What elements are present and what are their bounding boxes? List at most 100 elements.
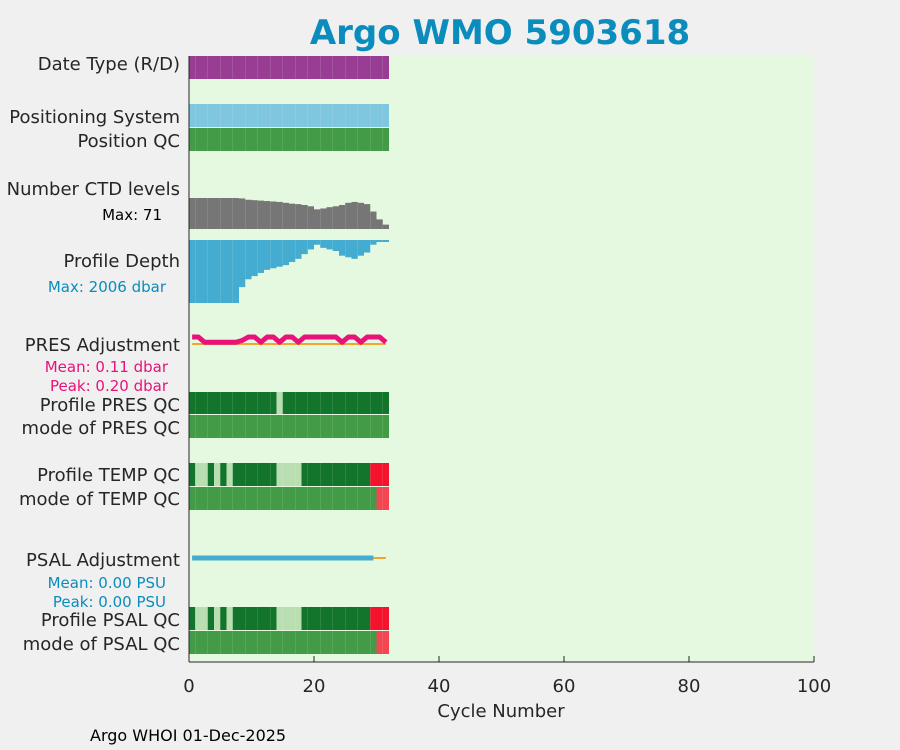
mode-psal-qc-bar [314, 631, 321, 654]
position-qc-bar [376, 128, 383, 151]
mode-psal-qc-bar [351, 631, 358, 654]
mode-pres-qc-bar [257, 415, 264, 438]
mode-pres-qc-bar [276, 415, 283, 438]
profile-psal-qc-bar [320, 607, 327, 630]
annotation-pres-peak: Peak: 0.20 dbar [50, 377, 169, 395]
mode-pres-qc-bar [326, 415, 333, 438]
date-type-bar [201, 56, 208, 79]
date-type-bar [345, 56, 352, 79]
profile-psal-qc-bar [307, 607, 314, 630]
label-mode-pres-qc: mode of PRES QC [22, 418, 180, 439]
mode-psal-qc-bar [307, 631, 314, 654]
positioning-system-bar [351, 104, 358, 127]
profile-pres-qc-bar [339, 392, 346, 414]
mode-psal-qc-bar [251, 631, 258, 654]
date-type-bar [382, 56, 389, 79]
mode-temp-qc-bar [307, 487, 314, 510]
profile-pres-qc-bar [332, 392, 339, 414]
label-profile-pres-qc: Profile PRES QC [40, 395, 180, 416]
profile-temp-qc-bar [307, 463, 314, 486]
mode-psal-qc-bar [382, 631, 389, 654]
profile-temp-qc-bar [220, 463, 227, 486]
ctd-levels-bar [195, 198, 202, 229]
mode-pres-qc-bar [226, 415, 233, 438]
position-qc-bar [345, 128, 352, 151]
profile-depth-bar [382, 240, 389, 242]
profile-temp-qc-bar [339, 463, 346, 486]
mode-pres-qc-bar [189, 415, 196, 438]
ctd-levels-bar [257, 200, 264, 229]
profile-pres-qc-bar [220, 392, 227, 414]
date-type-bar [370, 56, 377, 79]
positioning-system-bar [226, 104, 233, 127]
profile-temp-qc-bar [207, 463, 214, 486]
profile-psal-qc-bar [295, 607, 302, 630]
positioning-system-bar [201, 104, 208, 127]
profile-depth-bar [339, 240, 346, 256]
position-qc-bar [195, 128, 202, 151]
mode-temp-qc-bar [295, 487, 302, 510]
x-tick-label: 80 [678, 676, 701, 697]
mode-pres-qc-bar [320, 415, 327, 438]
mode-temp-qc-bar [226, 487, 233, 510]
profile-psal-qc-bar [207, 607, 214, 630]
mode-psal-qc-bar [301, 631, 308, 654]
ctd-levels-bar [339, 204, 346, 229]
profile-psal-qc-bar [189, 607, 196, 630]
date-type-bar [295, 56, 302, 79]
profile-psal-qc-bar [232, 607, 239, 630]
positioning-system-bar [382, 104, 389, 127]
profile-depth-bar [264, 240, 271, 270]
mode-temp-qc-bar [239, 487, 246, 510]
date-type-bar [245, 56, 252, 79]
date-type-bar [289, 56, 296, 79]
mode-psal-qc-bar [295, 631, 302, 654]
profile-psal-qc-bar [326, 607, 333, 630]
label-psal-adjustment: PSAL Adjustment [26, 550, 180, 571]
profile-temp-qc-bar [320, 463, 327, 486]
mode-pres-qc-bar [201, 415, 208, 438]
mode-temp-qc-bar [201, 487, 208, 510]
plot-area [189, 56, 814, 662]
profile-depth-bar [245, 240, 252, 280]
ctd-levels-bar [382, 224, 389, 229]
position-qc-bar [226, 128, 233, 151]
label-mode-temp-qc: mode of TEMP QC [19, 489, 180, 510]
profile-psal-qc-bar [226, 607, 233, 630]
mode-pres-qc-bar [351, 415, 358, 438]
profile-psal-qc-bar [370, 607, 377, 630]
profile-temp-qc-bar [239, 463, 246, 486]
profile-depth-bar [207, 240, 214, 303]
mode-temp-qc-bar [245, 487, 252, 510]
mode-psal-qc-bar [289, 631, 296, 654]
position-qc-bar [339, 128, 346, 151]
profile-psal-qc-bar [276, 607, 283, 630]
position-qc-bar [245, 128, 252, 151]
date-type-bar [351, 56, 358, 79]
profile-pres-qc-bar [370, 392, 377, 414]
mode-psal-qc-bar [370, 631, 377, 654]
positioning-system-bar [376, 104, 383, 127]
position-qc-bar [301, 128, 308, 151]
profile-temp-qc-bar [214, 463, 221, 486]
mode-temp-qc-bar [195, 487, 202, 510]
position-qc-bar [232, 128, 239, 151]
mode-temp-qc-bar [251, 487, 258, 510]
profile-depth-bar [314, 240, 321, 245]
annotation-ctd-max: Max: 71 [102, 206, 162, 224]
ctd-levels-bar [351, 201, 358, 229]
position-qc-bar [276, 128, 283, 151]
profile-depth-bar [364, 240, 371, 253]
annotation-psal-peak: Peak: 0.00 PSU [53, 593, 166, 611]
date-type-bar [239, 56, 246, 79]
date-type-bar [332, 56, 339, 79]
mode-pres-qc-bar [251, 415, 258, 438]
position-qc-bar [326, 128, 333, 151]
profile-depth-bar [270, 240, 277, 269]
profile-pres-qc-bar [301, 392, 308, 414]
date-type-bar [257, 56, 264, 79]
date-type-bar [326, 56, 333, 79]
mode-temp-qc-bar [214, 487, 221, 510]
positioning-system-bar [257, 104, 264, 127]
profile-depth-bar [376, 240, 383, 242]
